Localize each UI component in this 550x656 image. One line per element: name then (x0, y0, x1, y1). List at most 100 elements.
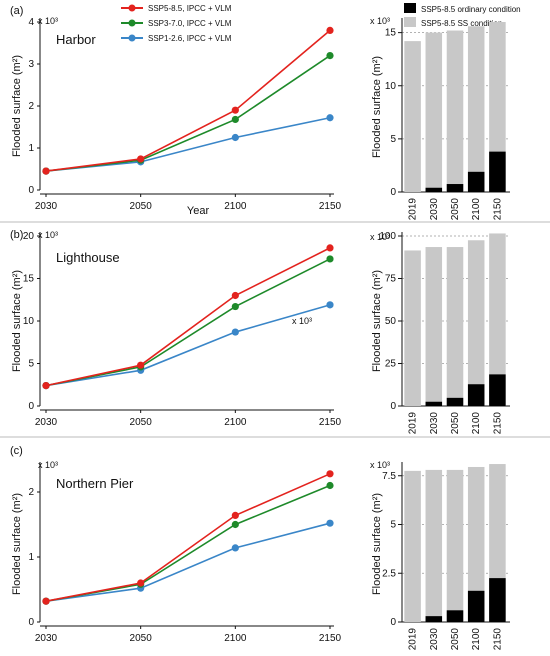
data-point (42, 167, 50, 175)
data-point (137, 155, 145, 163)
bar-ss (467, 26, 485, 192)
y-tick-label: 3 (28, 59, 34, 70)
y-tick-label: 0 (390, 401, 396, 412)
y-tick-label: 0 (28, 617, 34, 628)
bar-ordinary (425, 401, 443, 406)
legend-swatch-box (404, 17, 416, 27)
x-tick-label: 2050 (130, 633, 153, 644)
legend-item: SSP1-2.6, IPCC + VLM (121, 34, 232, 43)
line-chart: (b) Lighthouse x 10³ 0 5 10 15 20 2030 2050 2100 21… (10, 229, 342, 428)
series-line (45, 247, 331, 387)
y-tick-label: 1 (28, 143, 34, 154)
data-point (231, 328, 239, 336)
y-tick-label: 15 (23, 274, 35, 285)
bar-ordinary (425, 616, 443, 622)
x-tick-label: 2050 (450, 412, 461, 435)
y-tick-label: 2.5 (382, 568, 396, 579)
bar-ss (446, 247, 464, 406)
x-tick-label: 2050 (130, 417, 153, 428)
y-tick-label: 10 (23, 316, 35, 327)
x-tick-label: 2050 (450, 628, 461, 651)
y-axis-label: Flooded surface (m²) (371, 493, 383, 595)
data-point (231, 520, 239, 529)
y-axis-label: Flooded surface (m²) (11, 493, 23, 595)
y-tick-label: 1 (28, 552, 34, 563)
x-tick-label: 2100 (224, 201, 247, 212)
y-axis-label: Flooded surface (m²) (371, 270, 383, 372)
x-tick-label: 2100 (471, 198, 482, 221)
data-point (231, 106, 239, 114)
legend-swatch-box (404, 3, 416, 13)
bar-ordinary (467, 171, 485, 192)
y-tick-label: 50 (385, 316, 397, 327)
y-tick-label: 5 (390, 134, 396, 145)
x-tick-label: 2030 (35, 633, 58, 644)
x-tick-label: 2030 (429, 198, 440, 221)
data-point (326, 470, 334, 478)
y-tick-label: 20 (23, 231, 35, 242)
y-tick-label: 0 (28, 401, 34, 412)
x-tick-label: 2030 (35, 417, 58, 428)
bar-ordinary (446, 397, 464, 406)
y-multiplier: x 10³ (38, 16, 58, 26)
x-tick-label: 2100 (224, 417, 247, 428)
y-axis-label: Flooded surface (m²) (11, 270, 23, 372)
y-tick-label: 0 (390, 187, 396, 198)
legend-swatch-marker (128, 34, 136, 42)
y-multiplier: x 10³ (370, 460, 390, 470)
legend-item: SSP3-7.0, IPCC + VLM (121, 19, 232, 28)
legend-swatch-marker (128, 4, 136, 12)
data-point (231, 291, 239, 300)
y-tick-label: 0 (390, 617, 396, 628)
data-point (326, 255, 334, 263)
bar-legend: SSP5-8.5 ordinary condition SSP5-8.5 SS c… (404, 3, 521, 28)
x-tick-label: 2100 (224, 633, 247, 644)
data-point (326, 114, 334, 122)
x-tick-label: 2030 (429, 628, 440, 651)
y-tick-label: 0 (28, 185, 34, 196)
bar-ss (425, 32, 443, 192)
x-tick-label: 2050 (450, 198, 461, 221)
x-tick-label: 2150 (319, 633, 342, 644)
data-point (231, 544, 239, 552)
y-tick-label: 100 (379, 231, 396, 242)
bar-chart: x 10³ 0 25 50 75 100 2019 2030 2050 2100 2150 Flood… (370, 231, 510, 434)
panel-b-multiplier-annotation: x 10³ (292, 316, 312, 326)
x-tick-label: 2150 (319, 201, 342, 212)
series-line (45, 29, 331, 172)
x-tick-label: 2019 (408, 628, 419, 651)
data-point (326, 519, 334, 527)
x-tick-label: 2019 (408, 198, 419, 221)
series-line (45, 304, 331, 387)
legend-item: SSP5-8.5 SS condition (404, 17, 502, 28)
bar-ss (404, 470, 421, 622)
data-point (326, 26, 334, 34)
data-point (326, 481, 334, 490)
site-title: Lighthouse (56, 250, 120, 265)
panel-label: (a) (10, 5, 23, 17)
y-multiplier: x 10³ (370, 16, 390, 26)
y-axis-label: Flooded surface (m²) (371, 56, 383, 158)
y-tick-label: 5 (28, 359, 34, 370)
bar-ss (489, 233, 506, 406)
legend-item: SSP5-8.5 ordinary condition (404, 3, 521, 14)
legend-label: SSP5-8.5, IPCC + VLM (148, 4, 232, 13)
data-point (326, 301, 334, 309)
data-point (42, 597, 50, 605)
y-multiplier: x 10³ (38, 230, 58, 240)
bar-ss (404, 41, 421, 192)
bar-ordinary (489, 374, 506, 406)
bar-ordinary (446, 184, 464, 192)
bar-chart: x 10³ 0 2.5 5 7.5 2019 2030 2050 2100 2150 Flooded… (370, 460, 510, 650)
x-axis-label: Year (187, 205, 210, 217)
series-line (45, 484, 331, 602)
series-line (45, 54, 331, 172)
x-tick-label: 2100 (471, 628, 482, 651)
data-point (137, 361, 145, 369)
bar-ss (446, 469, 464, 622)
data-point (326, 244, 334, 252)
bar-ss (404, 250, 421, 406)
data-point (231, 133, 239, 142)
y-tick-label: 7.5 (382, 471, 396, 482)
